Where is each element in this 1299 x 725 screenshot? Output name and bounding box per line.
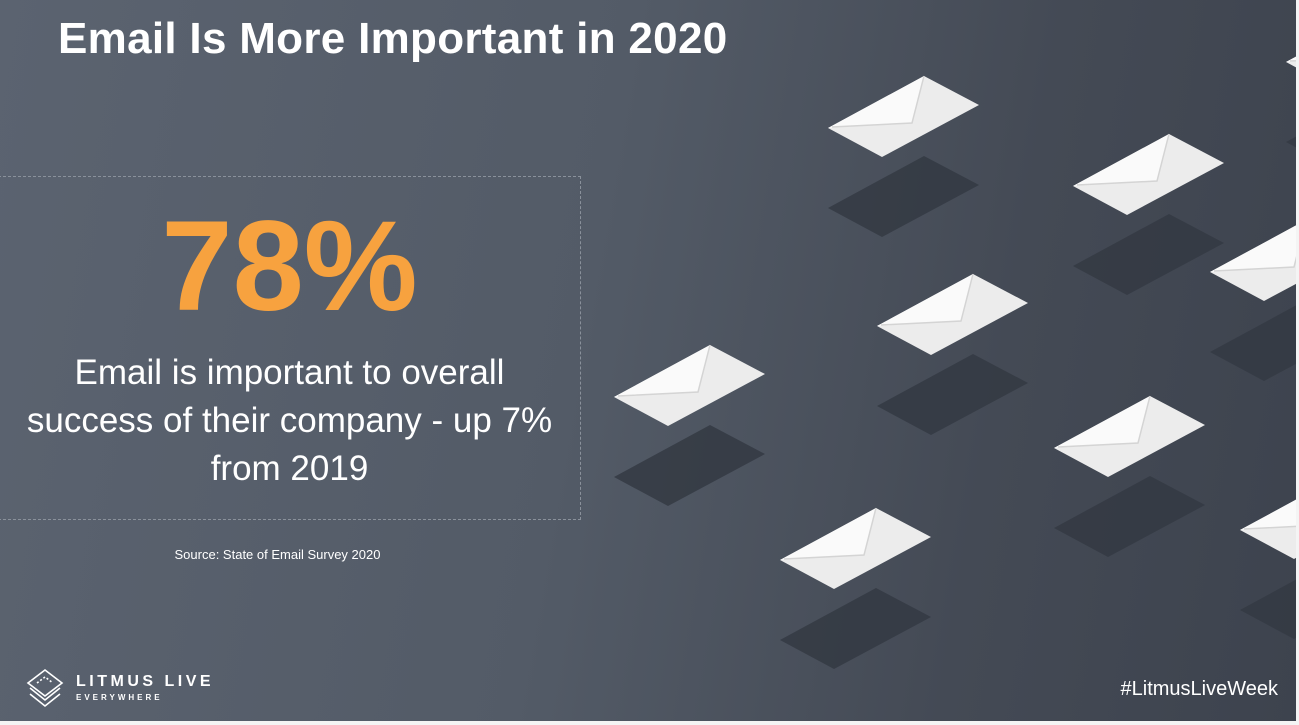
layered-diamond-icon bbox=[26, 668, 64, 708]
envelope-icon bbox=[828, 75, 979, 237]
envelope-icon bbox=[877, 273, 1028, 435]
source-note: Source: State of Email Survey 2020 bbox=[174, 547, 381, 562]
envelope-icon bbox=[1286, 56, 1296, 148]
envelope-icon bbox=[614, 344, 765, 506]
stat-value: 78% bbox=[161, 195, 418, 338]
logo-name: LITMUS LIVE bbox=[76, 673, 215, 690]
hashtag: #LitmusLiveWeek bbox=[1120, 678, 1278, 700]
envelope-icon bbox=[780, 507, 931, 669]
stat-description: Email is important to overall success of… bbox=[26, 353, 553, 488]
stat-box: 78% Email is important to overall succes… bbox=[0, 176, 581, 520]
envelope-icon bbox=[1054, 395, 1205, 557]
envelope-icon bbox=[1210, 225, 1296, 381]
envelope-icon bbox=[1073, 133, 1224, 295]
logo-tagline: EVERYWHERE bbox=[76, 693, 163, 702]
slide-title: Email Is More Important in 2020 bbox=[58, 14, 728, 63]
envelope-icon bbox=[1240, 499, 1296, 639]
